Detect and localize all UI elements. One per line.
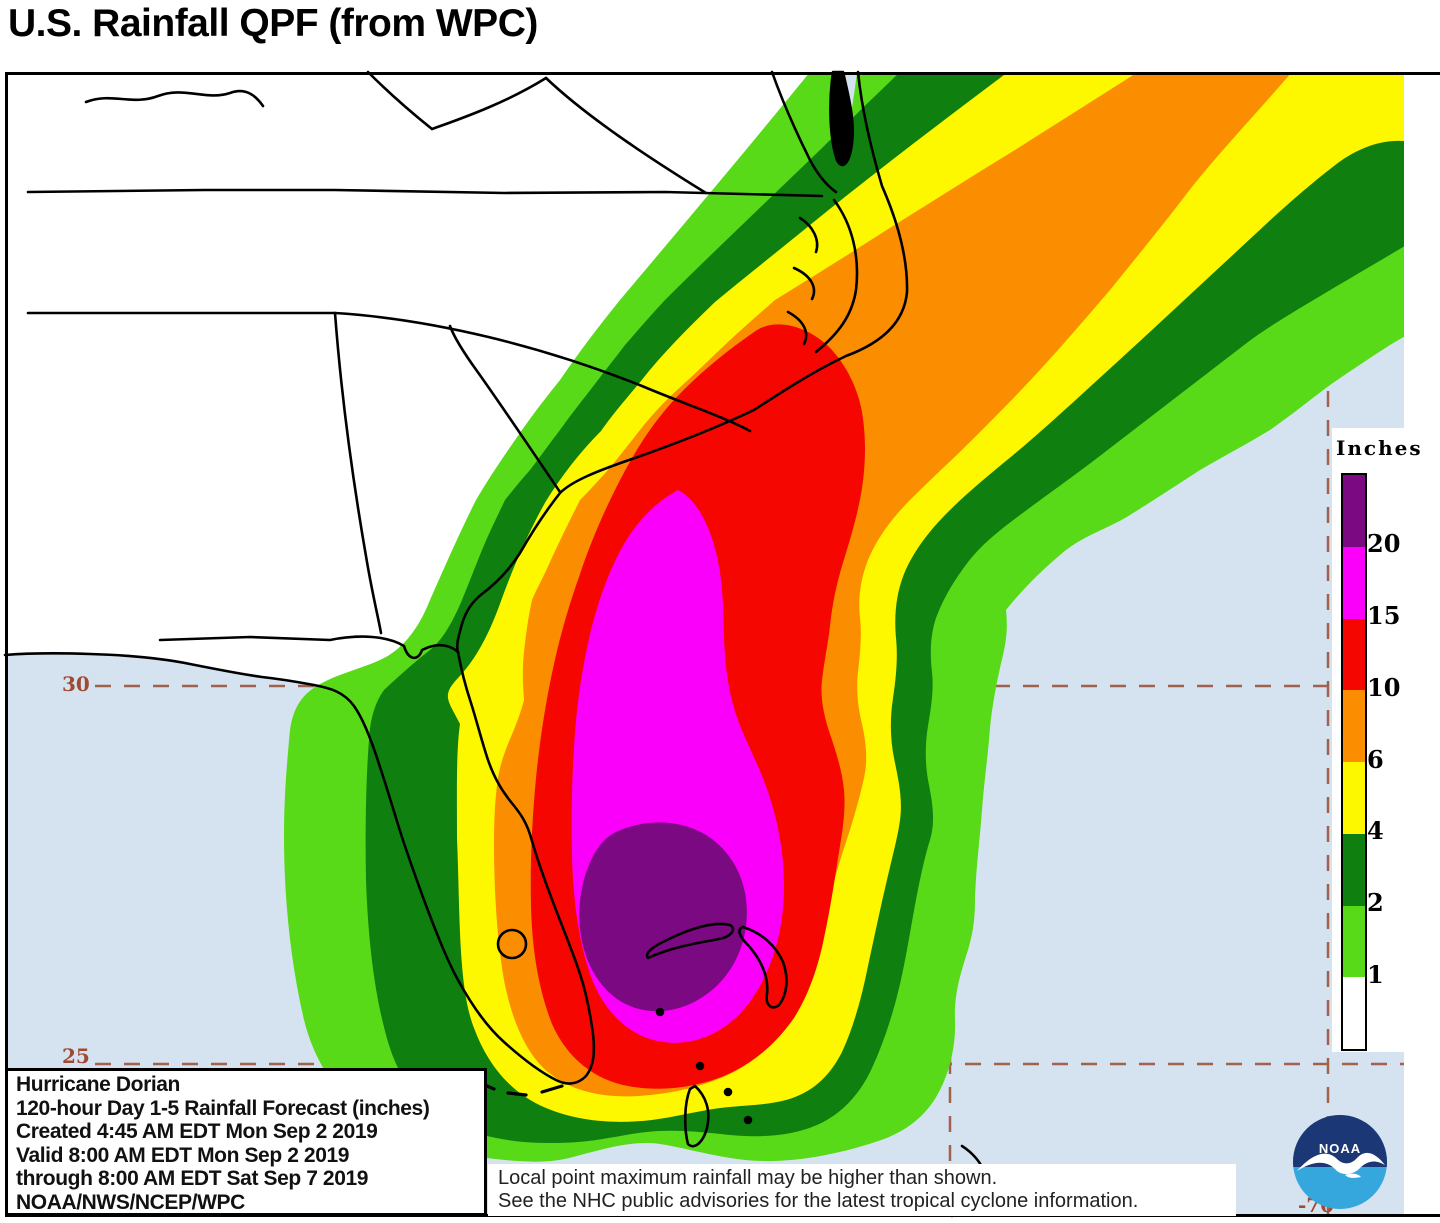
noaa-logo-graphic	[1293, 1115, 1387, 1209]
lake-okeechobee	[496, 928, 528, 960]
noaa-seagull-tail	[1345, 1173, 1361, 1178]
legend-swatch-10-15	[1343, 618, 1365, 691]
legend-tick-4: 4	[1367, 816, 1384, 845]
latitude-30-label: 30	[62, 672, 90, 696]
noaa-seagull-icon	[1297, 1152, 1385, 1175]
disclaimer-line-2: See the NHC public advisories for the la…	[498, 1190, 1139, 1212]
valid-timestamp: Valid 8:00 AM EDT Mon Sep 2 2019	[16, 1143, 350, 1167]
coastlines-and-borders	[3, 70, 987, 1218]
andros-island	[683, 1084, 710, 1148]
delmarva-peninsula	[829, 70, 854, 167]
legend-swatch-20plus	[1343, 475, 1365, 547]
legend-swatch-6-10	[1343, 690, 1365, 762]
forecast-type: 120-hour Day 1-5 Rainfall Forecast (inch…	[16, 1096, 430, 1120]
page-title: U.S. Rainfall QPF (from WPC)	[8, 2, 538, 45]
created-timestamp: Created 4:45 AM EDT Mon Sep 2 2019	[16, 1120, 378, 1143]
forecast-info-box: Hurricane Dorian 120-hour Day 1-5 Rainfa…	[5, 1068, 487, 1216]
state-border-va-nc	[26, 188, 824, 198]
legend-swatch-2-4	[1343, 833, 1365, 906]
legend-tick-2: 2	[1367, 888, 1384, 917]
state-border-appalachia-2	[430, 76, 548, 131]
agency-credit: NOAA/NWS/NCEP/WPC	[16, 1190, 245, 1214]
legend-tick-15: 15	[1367, 601, 1401, 630]
disclaimer-line-1: Local point maximum rainfall may be high…	[498, 1167, 998, 1189]
atlantic-gulf-coastline	[3, 70, 909, 1085]
state-border-sc-ga	[448, 324, 562, 494]
legend-title: Inches	[1336, 436, 1423, 460]
legend-tick-20: 20	[1367, 529, 1401, 558]
contour-20in	[579, 822, 747, 1012]
legend-swatch-1-2	[1343, 905, 1365, 978]
legend-swatch-15-20	[1343, 546, 1365, 619]
noaa-logo-text: NOAA	[1318, 1141, 1362, 1156]
bahama-cay-1	[655, 1007, 665, 1017]
storm-name: Hurricane Dorian	[16, 1073, 180, 1096]
legend-tick-10: 10	[1367, 673, 1401, 702]
pamlico-river-inlet	[792, 266, 816, 301]
state-border-wv-va	[544, 76, 708, 195]
bahama-cay-4	[743, 1115, 753, 1125]
legend-swatch-4-6	[1343, 762, 1365, 834]
pamlico-sound-shoreline	[814, 198, 859, 354]
latitude-25-label: 25	[62, 1044, 90, 1068]
state-border-nc-sc	[333, 311, 752, 433]
state-border-ky	[84, 89, 265, 108]
legend-tick-1: 1	[1367, 960, 1384, 989]
grand-bahama-island	[645, 922, 735, 960]
bahama-cay-2	[695, 1061, 705, 1071]
state-border-appalachia-1	[366, 70, 434, 131]
state-border-ga-al	[333, 311, 383, 635]
abaco-island	[738, 925, 788, 1009]
legend-swatch-under-1	[1343, 977, 1365, 1049]
through-timestamp: through 8:00 AM EDT Sat Sep 7 2019	[16, 1167, 369, 1190]
state-border-fl-ga	[158, 635, 460, 660]
chesapeake-west-shore	[770, 70, 838, 194]
neuse-river-inlet	[798, 216, 819, 254]
disclaimer-box: Local point maximum rainfall may be high…	[488, 1164, 1236, 1216]
bahama-cay-3	[723, 1087, 733, 1097]
legend-color-scale	[1341, 473, 1367, 1051]
noaa-logo: NOAA	[1293, 1115, 1387, 1209]
legend-tick-6: 6	[1367, 745, 1384, 774]
albemarle-inlet	[786, 310, 808, 346]
